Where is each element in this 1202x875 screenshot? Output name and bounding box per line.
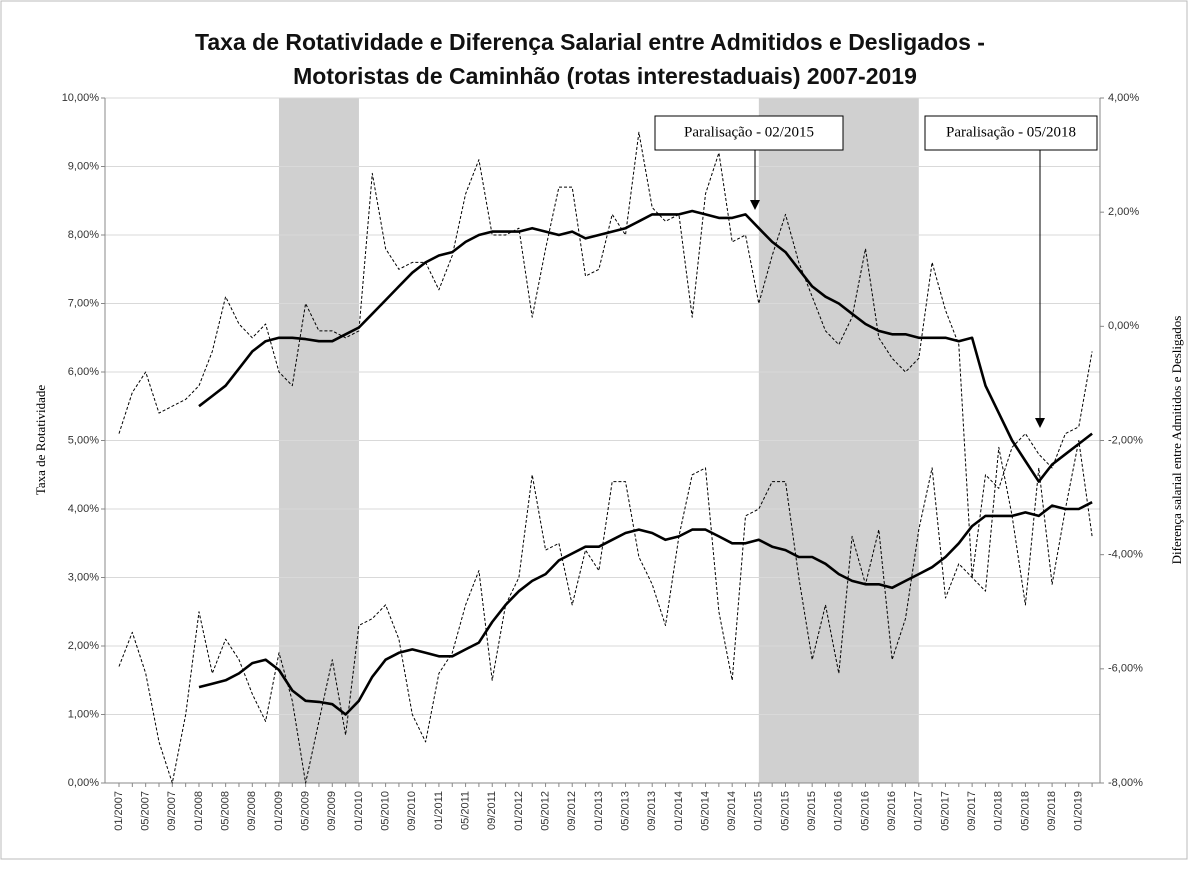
- annotation-box: [924, 115, 1098, 151]
- x-tick-label: 01/2014: [673, 791, 685, 831]
- x-tick-label: 09/2010: [406, 791, 418, 831]
- y-tick-label: 3,00%: [68, 571, 99, 583]
- annotation-box: [654, 115, 844, 151]
- x-tick-label: 01/2009: [273, 791, 285, 831]
- x-tick-label: 05/2010: [380, 791, 392, 831]
- y-tick-label: 1,00%: [68, 708, 99, 720]
- x-tick-label: 09/2015: [806, 791, 818, 831]
- annotation-arrowhead: [1035, 418, 1045, 428]
- y2-tick-label: -2,00%: [1108, 434, 1143, 446]
- annotation-text: Paralisação - 02/2015: [684, 124, 814, 140]
- x-tick-label: 09/2012: [566, 791, 578, 831]
- x-tick-label: 01/2010: [353, 791, 365, 831]
- x-tick-label: 09/2016: [886, 791, 898, 831]
- chart-title: Taxa de Rotatividade e Diferença Salaria…: [195, 29, 985, 55]
- y2-axis-title: Diferença salarial entre Admitidos e Des…: [1169, 316, 1184, 565]
- x-tick-label: 05/2016: [859, 791, 871, 831]
- x-tick-label: 01/2016: [833, 791, 845, 831]
- moving-average-line: [198, 501, 1093, 716]
- y2-tick-label: -6,00%: [1108, 663, 1143, 675]
- x-tick-label: 01/2013: [593, 791, 605, 831]
- x-tick-label: 09/2008: [246, 791, 258, 831]
- chart-title: Motoristas de Caminhão (rotas interestad…: [293, 63, 917, 89]
- x-tick-label: 09/2018: [1046, 791, 1058, 831]
- y-tick-label: 4,00%: [68, 503, 99, 515]
- x-tick-label: 05/2014: [699, 791, 711, 831]
- y2-tick-label: 2,00%: [1108, 206, 1139, 218]
- y2-tick-label: 4,00%: [1108, 92, 1139, 104]
- y-tick-label: 10,00%: [62, 92, 100, 104]
- x-tick-label: 09/2011: [486, 791, 498, 830]
- y-tick-label: 7,00%: [68, 297, 99, 309]
- raw-line: [118, 131, 1093, 578]
- x-tick-label: 01/2015: [753, 791, 765, 831]
- x-tick-label: 05/2013: [619, 791, 631, 831]
- y-tick-label: 6,00%: [68, 366, 99, 378]
- x-tick-label: 09/2014: [726, 791, 738, 831]
- x-tick-label: 01/2012: [513, 791, 525, 831]
- x-tick-label: 01/2017: [913, 791, 925, 831]
- x-tick-label: 05/2017: [939, 791, 951, 831]
- x-tick-label: 05/2011: [459, 791, 471, 830]
- x-tick-label: 05/2007: [140, 791, 152, 831]
- y-tick-label: 5,00%: [68, 434, 99, 446]
- x-tick-label: 09/2017: [966, 791, 978, 831]
- x-tick-label: 09/2007: [166, 791, 178, 831]
- y2-tick-label: -4,00%: [1108, 549, 1143, 561]
- y-tick-label: 2,00%: [68, 640, 99, 652]
- y-tick-label: 0,00%: [68, 777, 99, 789]
- annotation-text: Paralisação - 05/2018: [946, 124, 1076, 140]
- x-tick-label: 09/2009: [326, 791, 338, 831]
- moving-average-line: [198, 209, 1093, 483]
- y-axis-title: Taxa de Rotatividade: [33, 385, 48, 496]
- x-tick-label: 05/2012: [539, 791, 551, 831]
- annotation-arrowhead: [750, 200, 760, 210]
- x-tick-label: 01/2007: [113, 791, 125, 831]
- y-tick-label: 8,00%: [68, 229, 99, 241]
- raw-line: [118, 440, 1093, 784]
- y2-tick-label: 0,00%: [1108, 320, 1139, 332]
- x-tick-label: 01/2019: [1073, 791, 1085, 831]
- x-tick-label: 09/2013: [646, 791, 658, 831]
- y2-tick-label: -8,00%: [1108, 777, 1143, 789]
- y-tick-label: 9,00%: [68, 160, 99, 172]
- x-tick-label: 05/2009: [300, 791, 312, 831]
- x-tick-label: 01/2011: [433, 791, 445, 830]
- x-tick-label: 05/2008: [220, 791, 232, 831]
- x-tick-label: 01/2018: [993, 791, 1005, 831]
- x-tick-label: 05/2018: [1019, 791, 1031, 831]
- x-tick-label: 05/2015: [779, 791, 791, 831]
- x-tick-label: 01/2008: [193, 791, 205, 831]
